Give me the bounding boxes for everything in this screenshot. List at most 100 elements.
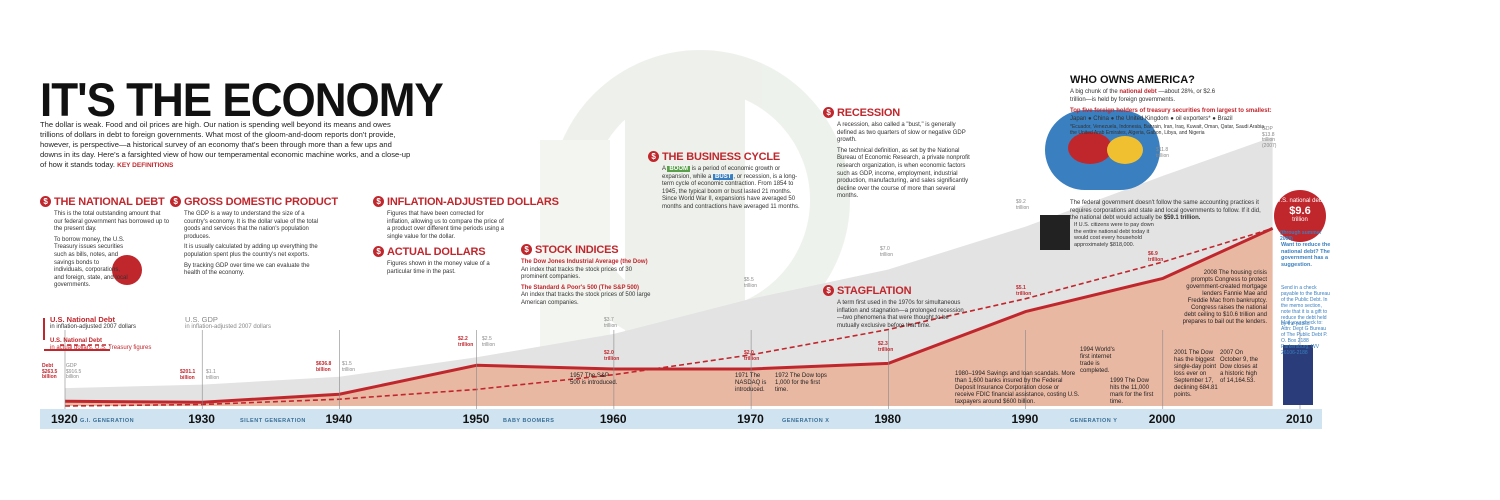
- event-1972: 1972 The Dow tops 1,000 for the first ti…: [775, 373, 827, 393]
- year-label: 1980: [874, 412, 902, 426]
- reduce-heading: Want to reduce the national debt? The go…: [1281, 242, 1331, 268]
- holders-footnote: *Ecuador, Venezuela, Indonesia, Bahrain,…: [1070, 124, 1266, 136]
- debt-line: [64, 227, 1274, 404]
- dow-heading: The Dow Jones Industrial Average (the Do…: [521, 259, 648, 265]
- legend-gdp-label: U.S. GDP: [185, 315, 218, 324]
- cycle-text-a: A: [662, 166, 666, 172]
- event-2007: 2007 On October 9, the Dow closes at a h…: [1220, 350, 1259, 384]
- section-body-2: The technical definition, as set by the …: [837, 147, 970, 200]
- who-intro: A big chunk of the national debt —about …: [1070, 89, 1230, 104]
- generation-x: GENERATION X: [782, 418, 830, 424]
- year-label: 1950: [462, 412, 490, 426]
- label-gdp-1920: GDP $916.5 billion: [66, 363, 82, 380]
- legend: U.S. National Debt in inflation-adjusted…: [50, 316, 160, 352]
- who-text-b: —about 28%, or $2.6 trillion—is held by …: [1070, 89, 1216, 103]
- year-label: 1990: [1011, 412, 1039, 426]
- section-title: THE NATIONAL DEBT: [54, 196, 165, 208]
- legend-debt-actual: U.S. National Debt: [50, 337, 103, 344]
- dollar-icon: $: [373, 196, 384, 207]
- dollar-icon: $: [373, 246, 384, 257]
- label-gdp-1980: $7.0 trillion: [880, 246, 894, 258]
- section-stagflation: $ STAGFLATION A term first used in the 19…: [823, 285, 973, 330]
- section-title: STAGFLATION: [837, 285, 912, 297]
- label-gdp-1940: $1.5 trillion: [342, 361, 356, 373]
- label-debt-1970: $2.0 trillion: [744, 350, 760, 362]
- section-body-3: By tracking GDP over time we can evaluat…: [184, 262, 310, 277]
- label-debt-1960: $2.0 trillion: [604, 350, 620, 362]
- page-title: IT'S THE ECONOMY: [40, 74, 444, 127]
- debt-actual-line: [64, 227, 1273, 407]
- event-2001: 2001 The Dow has the biggest single-day …: [1174, 350, 1218, 398]
- dollar-icon: $: [170, 196, 181, 207]
- map-highlight: [1068, 132, 1112, 164]
- timeline-bar: [40, 409, 1322, 429]
- accounting-note: The federal government doesn't follow th…: [1070, 200, 1270, 223]
- sp-body: An index that tracks the stock prices of…: [521, 292, 651, 306]
- year-gridlines: [64, 330, 1301, 409]
- section-title: RECESSION: [837, 107, 900, 119]
- section-actual: $ ACTUAL DOLLARS Figures shown in the mon…: [373, 246, 523, 276]
- year-label: 2010: [1286, 412, 1313, 426]
- current-debt-note: (through summer 2008): [1280, 230, 1322, 242]
- section-title: STOCK INDICES: [535, 244, 619, 256]
- section-body: Figures shown in the money value of a pa…: [387, 261, 490, 275]
- section-title: GROSS DOMESTIC PRODUCT: [184, 196, 338, 208]
- generation-y: GENERATION Y: [1070, 418, 1118, 424]
- who-text-red: national debt: [1119, 89, 1157, 95]
- event-1957: 1957 The S&P 500 is introduced.: [570, 373, 618, 386]
- section-body: Figures that have been corrected for inf…: [387, 211, 504, 240]
- legend-lines: [43, 318, 110, 351]
- label-debt-1950: $2.2 trillion: [458, 336, 474, 348]
- label-debt-1920: Debt $263.5 billion: [42, 363, 58, 380]
- label-debt-1930: $201.1 billion: [180, 369, 196, 381]
- current-debt-value: $9.6: [1289, 205, 1311, 217]
- dollar-icon: $: [521, 244, 532, 255]
- legend-gdp: U.S. GDP in inflation-adjusted 2007 doll…: [185, 316, 285, 332]
- current-debt-unit: trillion: [1292, 217, 1308, 223]
- section-body-2: It is usually calculated by adding up ev…: [184, 244, 318, 258]
- section-gdp: $ GROSS DOMESTIC PRODUCT The GDP is a way…: [170, 196, 338, 278]
- dollar-icon: $: [40, 196, 51, 207]
- accounting-value: $59.1 trillion.: [1163, 215, 1201, 222]
- label-debt-1940: $636.8 billion: [316, 361, 332, 373]
- boom-badge: BOOM: [667, 166, 691, 172]
- section-body-2: To borrow money, the U.S. Treasury issue…: [54, 236, 128, 289]
- key-definitions-label: KEY DEFINITIONS: [117, 162, 174, 169]
- year-label: 1920: [51, 412, 78, 426]
- label-debt-1980: $2.3 trillion: [878, 341, 894, 353]
- label-gdp-2010: GDP $13.8 trillion (2007): [1262, 126, 1277, 149]
- label-gdp-1970: $5.5 trillion: [744, 277, 758, 289]
- family-icon: [1040, 215, 1070, 250]
- generation-gi: G.I. GENERATION: [80, 418, 135, 424]
- label-gdp-1950: $2.5 trillion: [482, 336, 496, 348]
- section-inflation: $ INFLATION-ADJUSTED DOLLARS Figures that…: [373, 196, 559, 241]
- reduce-body: Send in a check payable to the Bureau of…: [1281, 285, 1330, 327]
- year-label: 2000: [1148, 412, 1176, 426]
- bust-badge: BUST: [713, 173, 734, 180]
- section-title: ACTUAL DOLLARS: [387, 246, 486, 258]
- generation-silent: SILENT GENERATION: [240, 418, 306, 424]
- dow-body: An index that tracks the stock prices of…: [521, 266, 633, 281]
- legend-debt-actual-sub: in actual dollars, U.S. Treasury figures: [50, 344, 152, 351]
- section-business-cycle: $ THE BUSINESS CYCLE A BOOM is a period o…: [648, 151, 808, 212]
- section-title: THE BUSINESS CYCLE: [662, 151, 781, 163]
- year-label: 1930: [188, 412, 215, 426]
- debt-ball-icon: [112, 255, 142, 285]
- who-text-a: A big chunk of the: [1070, 89, 1118, 95]
- section-body: A BOOM is a period of economic growth or…: [662, 166, 808, 212]
- intro-text: The dollar is weak. Food and oil prices …: [40, 120, 415, 171]
- sp-heading: The Standard & Poor's 500 (The S&P 500): [521, 284, 640, 291]
- cycle-text-c: , or recession, is a long-term cycle of …: [662, 173, 800, 210]
- legend-debt-adjusted: U.S. National Debt: [50, 315, 116, 324]
- year-label: 1940: [325, 412, 353, 426]
- accounting-text: The federal government doesn't follow th…: [1070, 200, 1261, 222]
- intro-body: The dollar is weak. Food and oil prices …: [40, 120, 411, 169]
- event-1980-1994: 1980–1994 Savings and loan scandals. Mor…: [955, 371, 1080, 405]
- year-label: 1970: [737, 412, 764, 426]
- year-label: 1960: [599, 412, 627, 426]
- legend-gdp-sub: in inflation-adjusted 2007 dollars: [185, 324, 272, 330]
- section-recession: $ RECESSION A recession, also called a "b…: [823, 107, 973, 201]
- holders-list: Japan ● China ● the United Kingdom ● oil…: [1070, 116, 1233, 122]
